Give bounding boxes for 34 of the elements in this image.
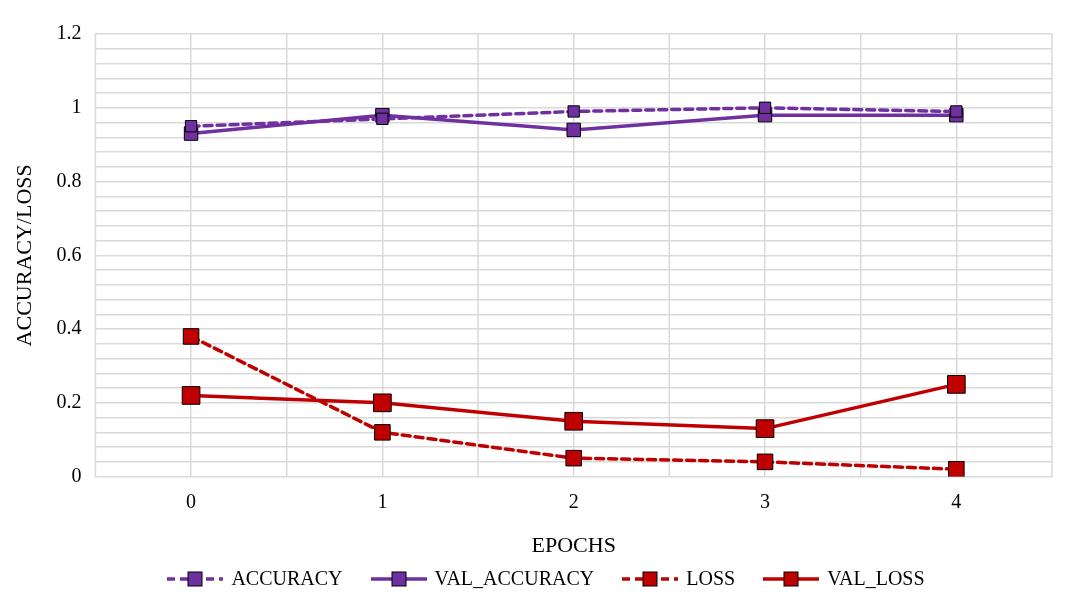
point (184, 120, 198, 133)
x-tick-label: 2 (568, 489, 579, 512)
y-tick-label: 0.6 (56, 242, 82, 265)
legend-label: VAL_LOSS (827, 567, 925, 590)
point (181, 386, 201, 405)
point (564, 411, 584, 431)
y-tick-label: 1.2 (56, 21, 82, 44)
point (373, 393, 392, 413)
point (950, 105, 963, 118)
point (756, 453, 774, 471)
y-tick-label: 0 (71, 463, 82, 486)
point (947, 375, 966, 394)
point (567, 105, 580, 118)
point (755, 419, 775, 438)
y-tick-label: 1 (71, 95, 82, 118)
x-tick-label: 3 (760, 489, 771, 512)
point (182, 328, 200, 345)
x-tick-label: 0 (186, 489, 197, 512)
y-tick-label: 0.2 (56, 390, 82, 413)
point (948, 460, 965, 477)
legend-label: LOSS (686, 567, 736, 590)
legend-label: ACCURACY (231, 567, 343, 590)
legend-label: VAL_ACCURACY (434, 567, 595, 590)
point (566, 122, 581, 138)
x-tick-label: 4 (951, 489, 962, 512)
point (758, 101, 772, 114)
point (376, 112, 389, 125)
y-tick-label: 0.4 (56, 316, 82, 339)
point (565, 449, 582, 467)
y-tick-label: 0.8 (56, 168, 82, 191)
y-axis-title: ACCURACY/LOSS (10, 164, 36, 347)
x-tick-label: 1 (377, 489, 388, 512)
x-axis-title: EPOCHS (531, 531, 616, 557)
point (374, 424, 391, 441)
